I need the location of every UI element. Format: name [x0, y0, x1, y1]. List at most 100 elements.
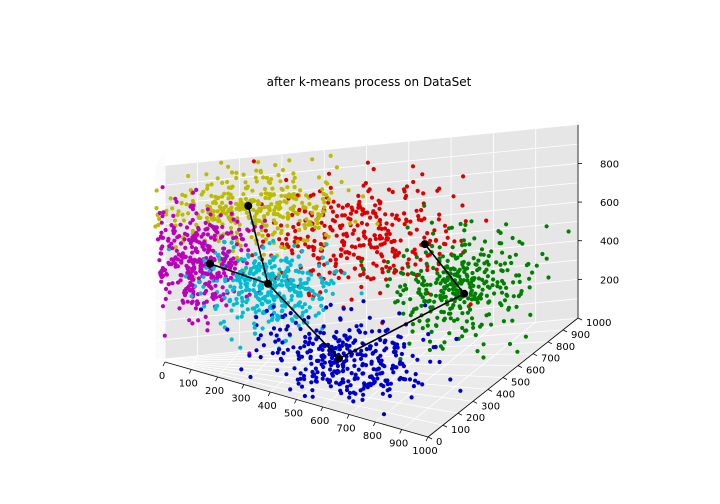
data-point-series-0 [448, 377, 453, 382]
data-point-series-3 [259, 206, 264, 212]
data-point-series-5 [448, 311, 453, 316]
data-point-series-2 [234, 242, 239, 247]
data-point-series-2 [200, 244, 205, 249]
data-point-series-0 [310, 394, 315, 399]
data-point-series-0 [371, 367, 376, 372]
data-point-series-4 [369, 245, 374, 250]
y-tick-mark [517, 365, 523, 368]
data-point-series-5 [398, 284, 403, 289]
data-point-series-4 [414, 227, 419, 232]
data-point-series-0 [363, 353, 368, 358]
data-point-series-3 [315, 221, 320, 226]
data-point-series-2 [215, 271, 220, 276]
data-point-series-5 [500, 268, 505, 274]
data-point-series-4 [356, 237, 361, 242]
data-point-series-4 [322, 223, 327, 228]
data-point-series-2 [166, 260, 171, 265]
data-point-series-5 [499, 303, 504, 308]
data-point-series-5 [502, 261, 508, 266]
data-point-series-4 [346, 275, 351, 280]
data-point-series-3 [264, 223, 269, 228]
data-point-series-3 [313, 225, 318, 230]
data-point-series-4 [395, 253, 400, 258]
data-point-series-0 [313, 366, 318, 371]
data-point-series-0 [280, 314, 285, 319]
data-point-series-1 [216, 252, 221, 257]
data-point-series-2 [163, 296, 168, 302]
data-point-series-0 [364, 347, 369, 352]
data-point-series-0 [320, 376, 325, 381]
data-point-series-5 [441, 270, 446, 275]
data-point-series-2 [208, 284, 213, 289]
x-tick-label: 700 [337, 424, 356, 435]
data-point-series-5 [435, 315, 440, 320]
data-point-series-2 [207, 244, 212, 249]
data-point-series-0 [327, 352, 332, 357]
data-point-series-5 [482, 239, 488, 244]
data-point-series-0 [239, 367, 244, 372]
grid-line-x [348, 330, 452, 415]
data-point-series-0 [413, 372, 418, 377]
data-point-series-1 [268, 275, 273, 280]
data-point-series-3 [256, 160, 261, 165]
data-point-series-0 [261, 343, 266, 348]
data-point-series-2 [171, 228, 176, 233]
data-point-series-5 [504, 222, 509, 227]
data-point-series-0 [404, 369, 409, 374]
data-point-series-5 [427, 339, 433, 344]
data-point-series-1 [213, 306, 218, 311]
data-point-series-5 [429, 329, 434, 334]
data-point-series-1 [229, 240, 234, 245]
data-point-series-5 [422, 299, 427, 304]
data-point-series-1 [296, 254, 301, 259]
data-point-series-5 [467, 242, 472, 247]
data-point-series-4 [356, 193, 361, 198]
data-point-series-5 [514, 273, 519, 278]
x-tick-label: 1000 [412, 446, 437, 457]
data-point-series-5 [501, 319, 506, 324]
x-tick-mark [320, 406, 324, 412]
data-point-series-4 [334, 214, 340, 219]
data-point-series-3 [204, 215, 210, 221]
data-point-series-5 [489, 249, 494, 254]
data-point-series-0 [416, 380, 421, 385]
data-point-series-0 [302, 393, 307, 399]
data-point-series-0 [384, 346, 389, 351]
data-point-series-0 [320, 347, 325, 352]
data-point-series-2 [226, 249, 231, 254]
data-point-series-0 [248, 374, 253, 380]
data-point-series-5 [410, 322, 416, 327]
data-point-series-2 [161, 210, 166, 215]
data-point-series-0 [308, 348, 314, 353]
data-point-series-1 [321, 307, 326, 312]
data-point-series-5 [485, 274, 490, 279]
data-point-series-2 [203, 281, 208, 286]
data-point-series-1 [306, 276, 311, 281]
data-point-series-5 [451, 287, 456, 292]
data-point-series-3 [302, 222, 307, 228]
data-point-series-1 [234, 296, 239, 302]
data-point-series-4 [365, 222, 370, 227]
data-point-series-5 [402, 283, 408, 288]
data-point-series-5 [490, 270, 495, 275]
data-point-series-5 [404, 248, 410, 253]
data-point-series-5 [408, 297, 413, 302]
data-point-series-2 [217, 294, 223, 299]
data-point-series-0 [341, 368, 346, 373]
data-point-series-5 [457, 274, 462, 279]
data-point-series-5 [511, 294, 516, 299]
data-point-series-2 [160, 185, 165, 190]
data-point-series-0 [423, 303, 428, 308]
data-point-series-1 [238, 284, 243, 290]
data-point-series-3 [294, 197, 299, 202]
data-point-series-4 [357, 243, 362, 248]
data-point-series-0 [410, 353, 415, 358]
data-point-series-0 [276, 337, 281, 342]
y-tick-label: 200 [466, 413, 485, 424]
data-point-series-1 [334, 269, 339, 274]
data-point-series-0 [295, 350, 300, 355]
data-point-series-0 [303, 339, 308, 344]
data-point-series-1 [331, 281, 336, 286]
data-point-series-3 [249, 235, 254, 240]
data-point-series-4 [373, 236, 378, 242]
